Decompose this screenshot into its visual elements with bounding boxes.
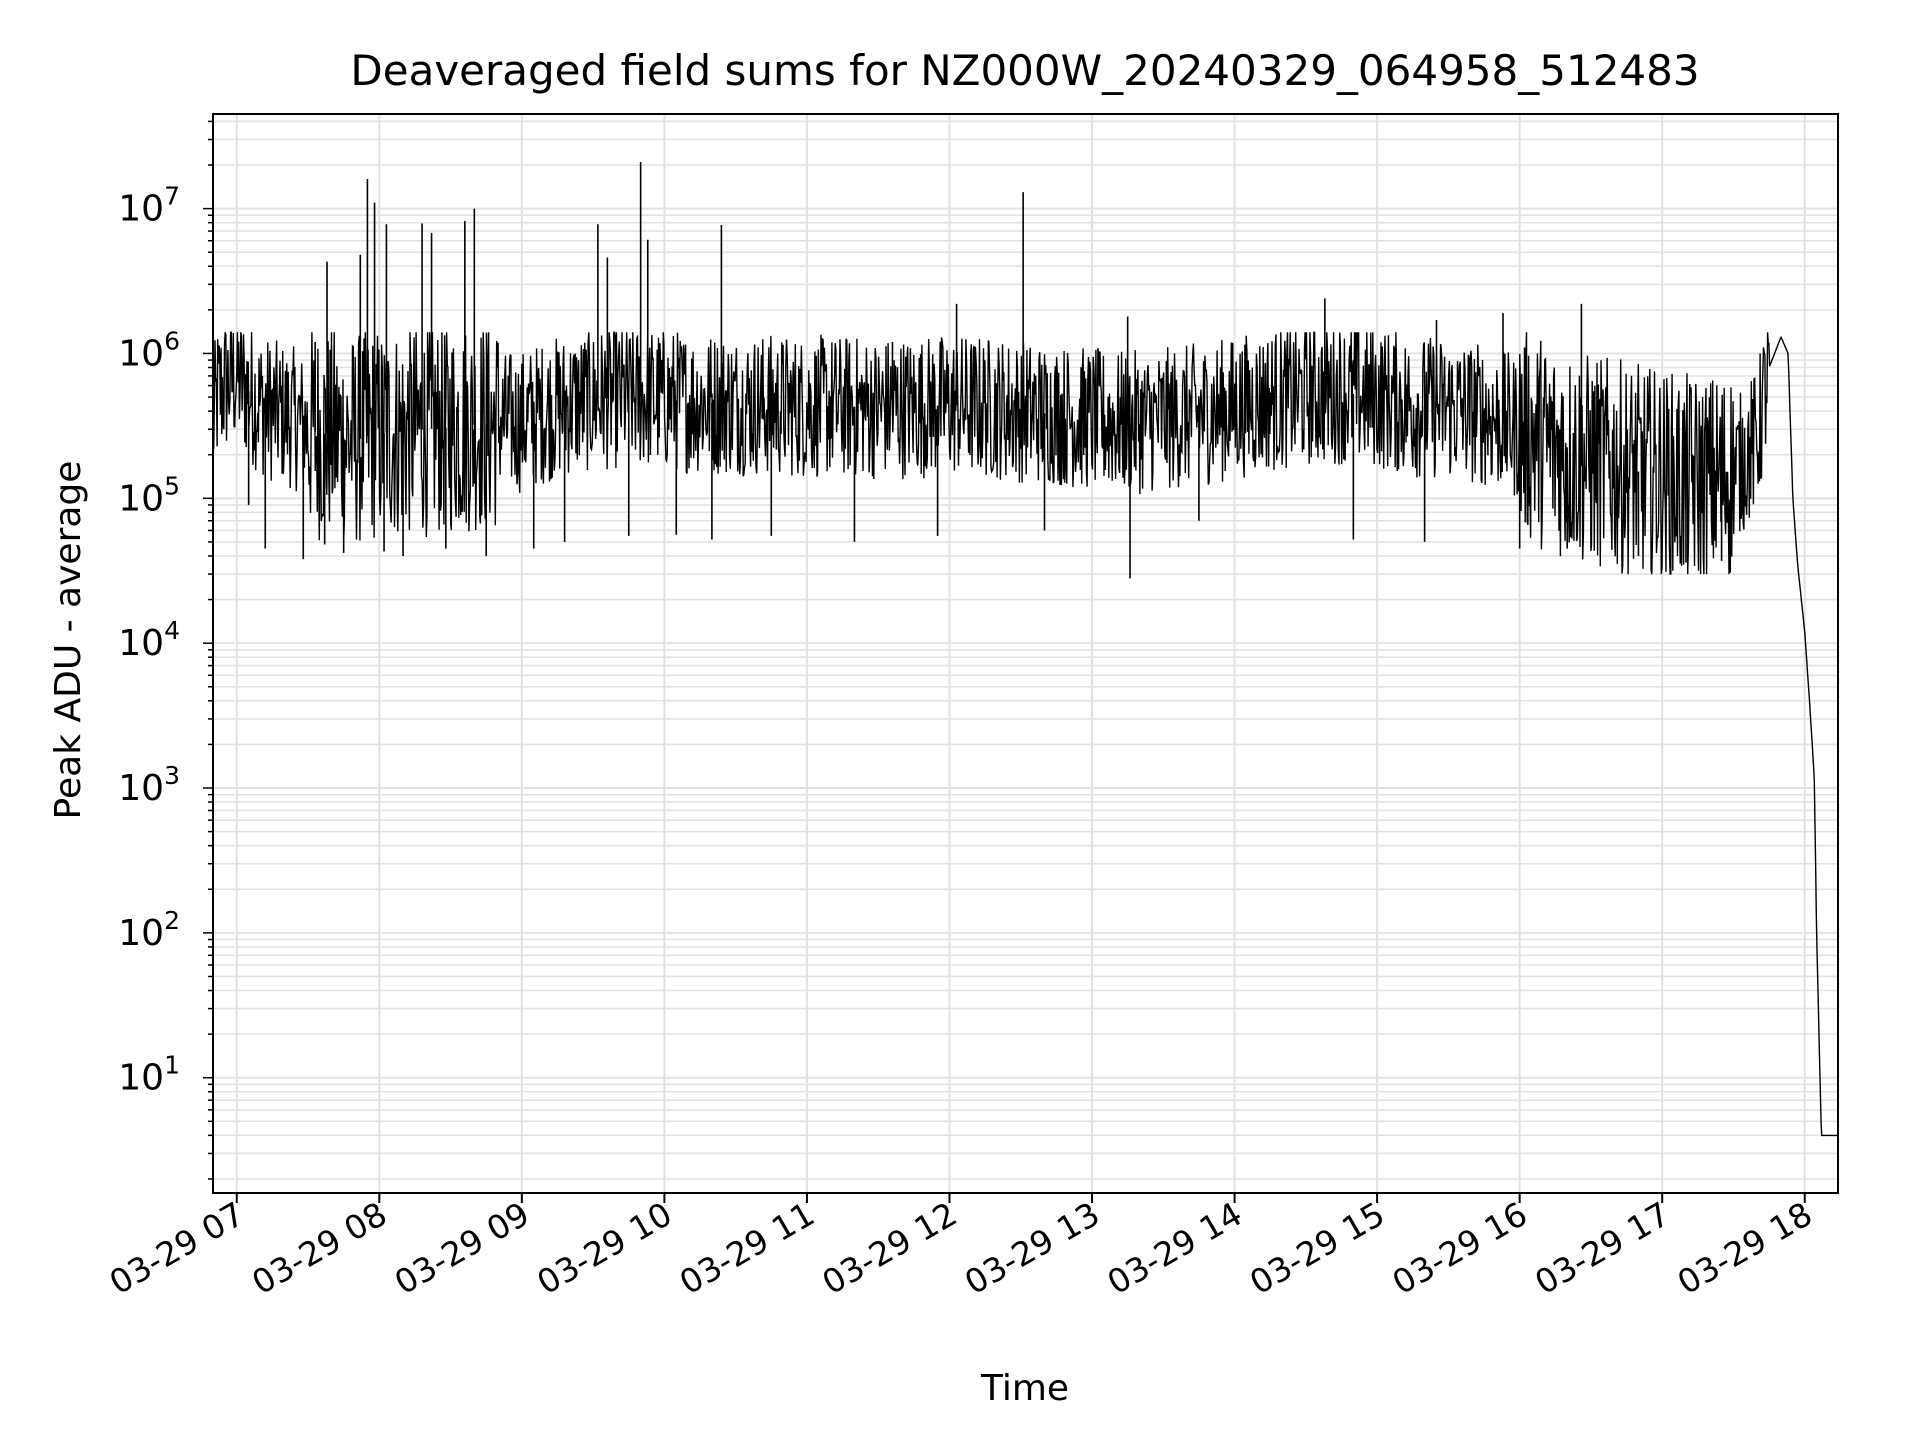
x-tick-label: 03-29 15 bbox=[1243, 1194, 1391, 1302]
x-axis-label: Time bbox=[980, 1368, 1069, 1409]
y-tick-label: 106 bbox=[118, 326, 180, 374]
y-tick-label: 107 bbox=[118, 182, 180, 230]
x-tick-label: 03-29 16 bbox=[1386, 1194, 1534, 1302]
x-tick-label: 03-29 13 bbox=[958, 1194, 1106, 1302]
x-tick-label: 03-29 07 bbox=[103, 1194, 251, 1302]
x-tick-label: 03-29 12 bbox=[815, 1194, 963, 1302]
y-tick-label: 101 bbox=[118, 1051, 180, 1099]
x-tick-label: 03-29 10 bbox=[530, 1194, 678, 1302]
y-tick-label: 102 bbox=[118, 906, 180, 954]
y-tick-label: 104 bbox=[118, 616, 180, 664]
y-axis-label: Peak ADU - average bbox=[48, 461, 89, 820]
y-tick-label: 105 bbox=[118, 471, 180, 519]
x-tick-label: 03-29 09 bbox=[388, 1194, 536, 1302]
x-tick-label: 03-29 14 bbox=[1101, 1194, 1249, 1302]
y-tick-label: 103 bbox=[118, 761, 180, 809]
grid-lines bbox=[213, 114, 1838, 1193]
plot-frame bbox=[212, 113, 1839, 1194]
x-tick-label: 03-29 17 bbox=[1528, 1194, 1676, 1302]
series-line bbox=[212, 331, 1838, 1137]
x-tick-label: 03-29 08 bbox=[245, 1194, 393, 1302]
chart-title: Deaveraged field sums for NZ000W_2024032… bbox=[350, 46, 1699, 95]
x-tick-label: 03-29 11 bbox=[673, 1194, 821, 1302]
x-tick-label: 03-29 18 bbox=[1671, 1194, 1819, 1302]
